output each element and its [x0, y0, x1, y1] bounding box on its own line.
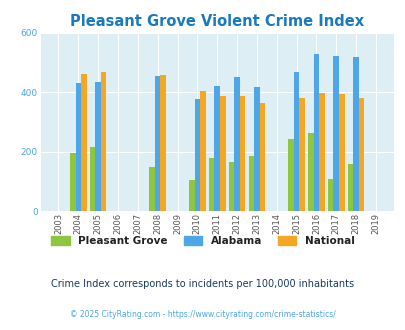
Bar [90, 147, 95, 211]
Text: Crime Index corresponds to incidents per 100,000 inhabitants: Crime Index corresponds to incidents per… [51, 279, 354, 289]
Bar [254, 87, 259, 211]
Bar [298, 98, 304, 211]
Bar [155, 76, 160, 211]
Bar [149, 167, 155, 211]
Bar [101, 72, 106, 211]
Bar [333, 56, 338, 211]
Legend: Pleasant Grove, Alabama, National: Pleasant Grove, Alabama, National [46, 231, 359, 251]
Bar [288, 139, 293, 211]
Bar [95, 82, 101, 211]
Bar [239, 96, 245, 211]
Bar [208, 158, 214, 211]
Bar [352, 57, 358, 211]
Bar [327, 179, 333, 211]
Bar [81, 74, 86, 211]
Bar [313, 54, 318, 211]
Bar [194, 99, 200, 211]
Bar [200, 91, 205, 211]
Bar [293, 72, 298, 211]
Bar [189, 180, 194, 211]
Bar [259, 103, 264, 211]
Bar [75, 83, 81, 211]
Bar [234, 77, 239, 211]
Bar [307, 133, 313, 211]
Title: Pleasant Grove Violent Crime Index: Pleasant Grove Violent Crime Index [70, 14, 363, 29]
Bar [70, 153, 75, 211]
Bar [160, 75, 166, 211]
Bar [358, 98, 364, 211]
Bar [338, 94, 344, 211]
Bar [220, 96, 225, 211]
Text: © 2025 CityRating.com - https://www.cityrating.com/crime-statistics/: © 2025 CityRating.com - https://www.city… [70, 310, 335, 319]
Bar [214, 86, 220, 211]
Bar [347, 164, 352, 211]
Bar [248, 156, 254, 211]
Bar [228, 162, 234, 211]
Bar [318, 93, 324, 211]
